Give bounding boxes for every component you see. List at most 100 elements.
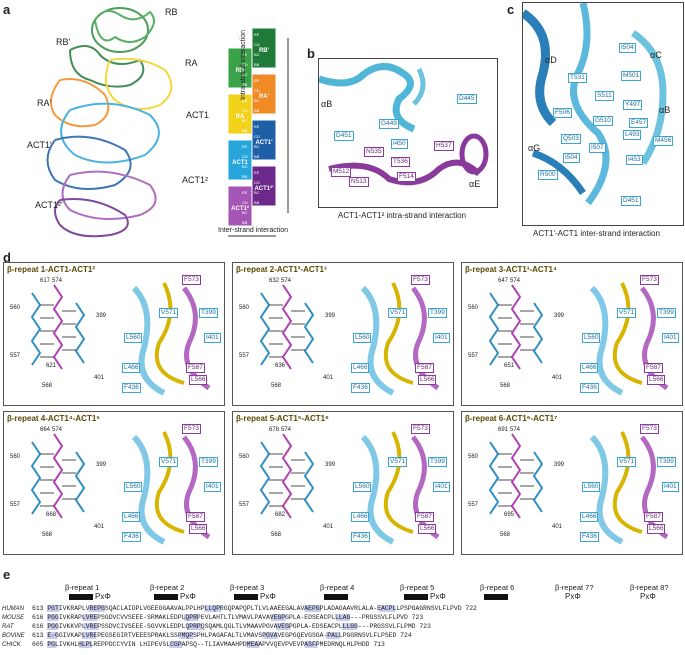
schematic-block-5 [251,119,277,161]
residue-number: 557 [468,353,479,359]
res-e457: E457 [629,118,649,128]
alignment-row: BOVINE 613 E-GGIVKAPLVREPEGSEGIRTVEEESPRA… [2,632,412,639]
residue-number: 621 [46,363,57,369]
residue-tag: L560 [582,333,601,343]
residue-tag: T399 [428,457,447,467]
schematic-side-label: BC [242,164,248,169]
residue-number: 399 [554,313,565,319]
seq-end: 723 [407,614,424,621]
beta-repeat-panel: β-repeat 5-ACT1⁵-ACT1⁶ 678 574 560 557 682 399… [232,411,454,555]
schematic-side-label: BC [254,52,260,57]
residue-number: 401 [94,375,105,381]
sequence: PGGIVKKVPLVREPSSDVCIVSEEE-SGVVKLEDPLQPRP… [47,623,416,630]
residue-number: 401 [323,375,334,381]
residue-tag: L566 [189,375,208,385]
residue-number: 560 [239,454,250,460]
schematic-block-label: RB' [259,48,270,54]
strand-sketch [488,282,669,396]
schematic-side-label: EE [242,52,248,57]
beta-repeat-title: β-repeat 2-ACT1²-ACT1³ [236,265,327,274]
strand-arrow [154,594,178,600]
label-rb: RB [165,7,178,17]
repeat-label: β-repeat 2 [150,583,185,592]
residue-number: 691 [498,427,509,433]
residue-tag: F436 [351,383,370,393]
residue-number: 568 [42,383,53,389]
beta-repeat-title: β-repeat 1-ACT1-ACT1² [7,265,96,274]
helix-alpha-b-c: αB [659,105,671,115]
repeat-label: β-repeat 5 [400,583,435,592]
schematic-side-label: EE [254,78,260,83]
label-act1: ACT1 [186,110,210,120]
res-i450: I450 [391,139,408,149]
panel-c-label: c [507,2,515,17]
residue-number: 632 [269,278,280,284]
residue-tag: I401 [204,482,221,492]
motif-label: PxΦ [95,592,111,601]
res-q503: Q503 [561,134,581,144]
schematic-side-label: BB [254,108,260,113]
strand-arrow [324,594,348,600]
schematic-side-label: EE [242,144,248,149]
schematic-block-label: ACT1 [232,160,248,166]
res-h537: H537 [434,141,454,151]
strand-arrow [484,594,508,600]
seq-start: 613 [32,632,48,639]
residue-tag: L560 [353,482,372,492]
res-m512: M512 [331,167,352,177]
residue-tag: L566 [647,375,666,385]
residue-number: 560 [239,305,250,311]
alignment-row: HUMAN 613 PGTIVKRAPLVREPGSQACLAIDPLVGEEGG… [2,605,477,612]
schematic-side-label: BB [242,220,248,225]
residue-tag: F587 [644,512,663,522]
residue-number: 682 [275,512,286,518]
schematic-side-label: CD [254,180,260,185]
schematic-block-3 [251,73,277,115]
residue-number: 574 [52,427,63,433]
residue-tag: V571 [388,308,408,318]
residue-number: 557 [10,353,21,359]
res-i453: I453 [626,155,643,165]
residue-number: 568 [500,532,511,538]
residue-number: 557 [468,502,479,508]
beta-repeat-panel: β-repeat 1-ACT1-ACT1² 617 574 560 557 621 399 4… [3,262,225,406]
res-i504b: I504 [563,153,580,163]
species-name: MOUSE [2,615,25,621]
panel-c-caption: ACT1'-ACT1 inter-strand interaction [533,229,660,238]
residue-number: 574 [510,427,521,433]
repeat-label: β-repeat 1 [65,583,100,592]
residue-tag: F436 [351,532,370,542]
schematic-side-label: BC [254,98,260,103]
residue-tag: L466 [351,363,370,373]
schematic-side-label: BC [242,72,248,77]
schematic-side-label: CD [254,42,260,47]
residue-tag: F436 [580,532,599,542]
species-name: HUMAN [2,606,24,612]
beta-repeat-title: β-repeat 5-ACT1⁵-ACT1⁶ [236,414,329,423]
helix-alpha-d: αD [545,55,557,65]
strand-arrow [404,594,428,600]
label-act1-prime: ACT1' [27,140,52,150]
beta-repeat-panel: β-repeat 4-ACT1⁴-ACT1⁵ 664 574 560 557 668 399… [3,411,225,555]
res-f514: F514 [397,172,416,182]
schematic-side-label: BC [254,190,260,195]
beta-repeat-panel: β-repeat 2-ACT1²-ACT1³ 632 574 560 557 636 399… [232,262,454,406]
residue-number: 560 [10,454,21,460]
residue-number: 560 [468,454,479,460]
res-y497: Y497 [623,100,643,110]
schematic-side-label: BC [254,144,260,149]
seq-end: 713 [369,641,385,648]
residue-tag: L566 [418,524,437,534]
residue-tag: L566 [189,524,208,534]
residue-tag: T399 [657,457,676,467]
panel-c-box: αD αC αB αG I504 M501 T531 S511 Y497 F50… [522,2,684,226]
schematic-side-label: CD [242,62,248,67]
label-act1-2-prime: ACT1²' [35,200,63,210]
schematic-block-label: ACT1' [255,140,273,146]
alignment-row: RAT 616 PGGIVKKVPLVREPSSDVCIVSEEE-SGVVKLE… [2,623,431,630]
residue-tag: V571 [388,457,408,467]
intra-strand-label: Intra-strand interaction [240,29,247,100]
residue-number: 399 [325,313,336,319]
repeat-label: β-repeat 7? [555,583,594,592]
species-name: RAT [2,624,14,630]
